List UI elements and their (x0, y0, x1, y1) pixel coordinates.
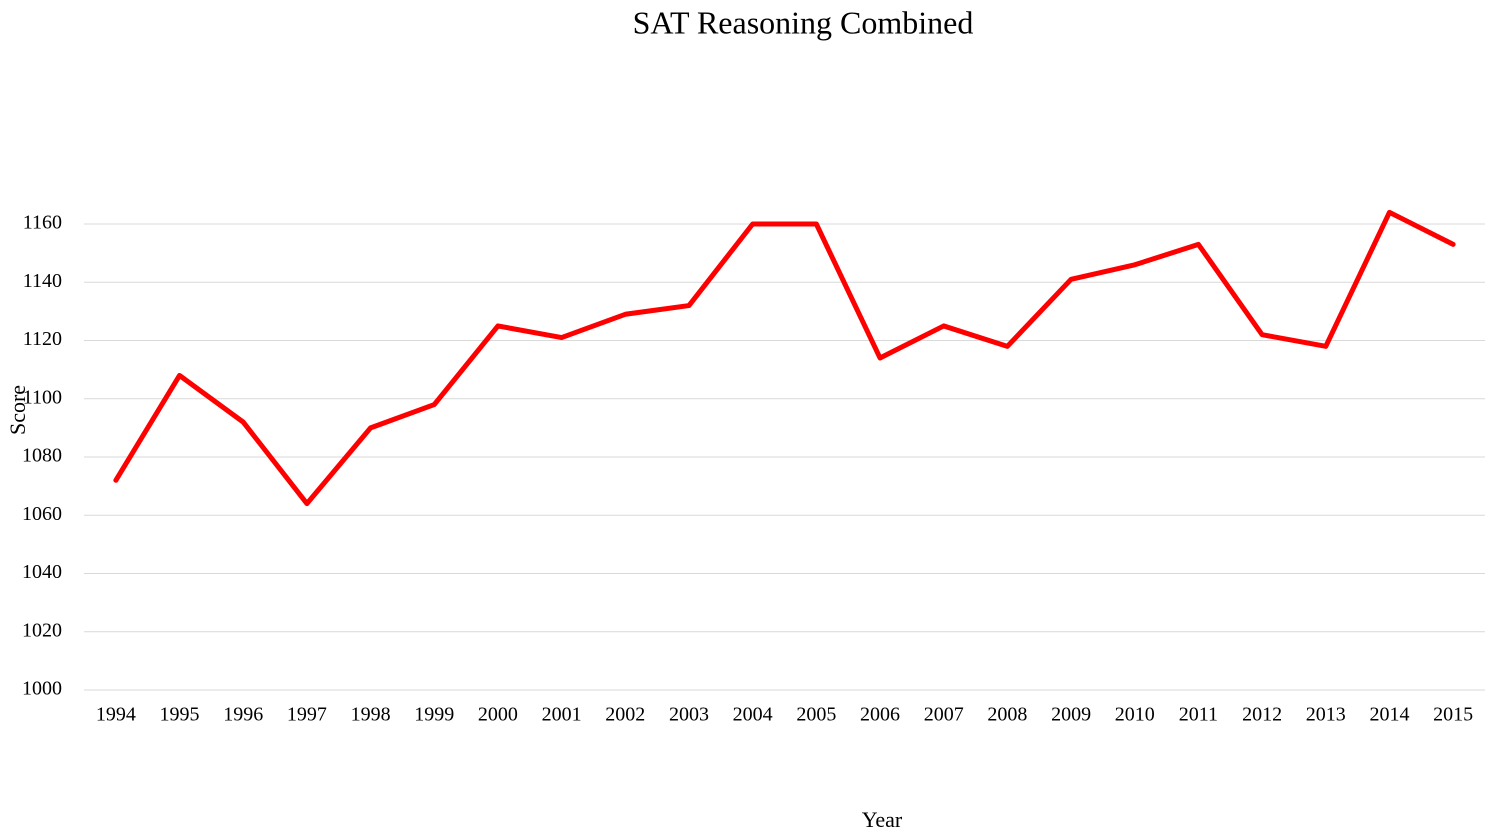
x-tick-label: 2009 (1051, 704, 1091, 726)
y-tick-label: 1040 (22, 561, 62, 583)
y-tick-label: 1160 (23, 212, 62, 234)
x-tick-label: 1997 (287, 704, 327, 726)
y-tick-label: 1120 (23, 328, 62, 350)
x-tick-label: 1998 (351, 704, 391, 726)
y-tick-label: 1060 (22, 503, 62, 525)
x-tick-label: 2010 (1115, 704, 1155, 726)
y-tick-label: 1020 (22, 619, 62, 641)
x-axis-label: Year (862, 807, 903, 832)
y-tick-label: 1000 (22, 678, 62, 700)
x-tick-label: 2012 (1242, 704, 1282, 726)
x-tick-label: 2001 (542, 704, 582, 726)
x-tick-label: 2004 (733, 704, 773, 726)
y-tick-label: 1140 (23, 270, 62, 292)
x-tick-label: 2008 (987, 704, 1027, 726)
x-tick-label: 2015 (1433, 704, 1473, 726)
x-tick-label: 2014 (1369, 704, 1409, 726)
y-tick-label: 1100 (23, 386, 62, 408)
x-tick-label: 1995 (160, 704, 200, 726)
x-tick-label: 2000 (478, 704, 518, 726)
x-tick-label: 1999 (414, 704, 454, 726)
x-tick-label: 2011 (1179, 704, 1218, 726)
x-tick-label: 2006 (860, 704, 900, 726)
chart-title: SAT Reasoning Combined (633, 4, 974, 40)
x-tick-label: 2002 (605, 704, 645, 726)
x-tick-label: 1996 (223, 704, 263, 726)
x-tick-label: 2003 (669, 704, 709, 726)
x-tick-label: 2005 (796, 704, 836, 726)
y-tick-label: 1080 (22, 445, 62, 467)
x-tick-label: 1994 (96, 704, 136, 726)
x-tick-label: 2007 (924, 704, 964, 726)
data-line (113, 209, 1456, 507)
y-axis-label: Score (5, 385, 30, 435)
x-tick-label: 2013 (1306, 704, 1346, 726)
